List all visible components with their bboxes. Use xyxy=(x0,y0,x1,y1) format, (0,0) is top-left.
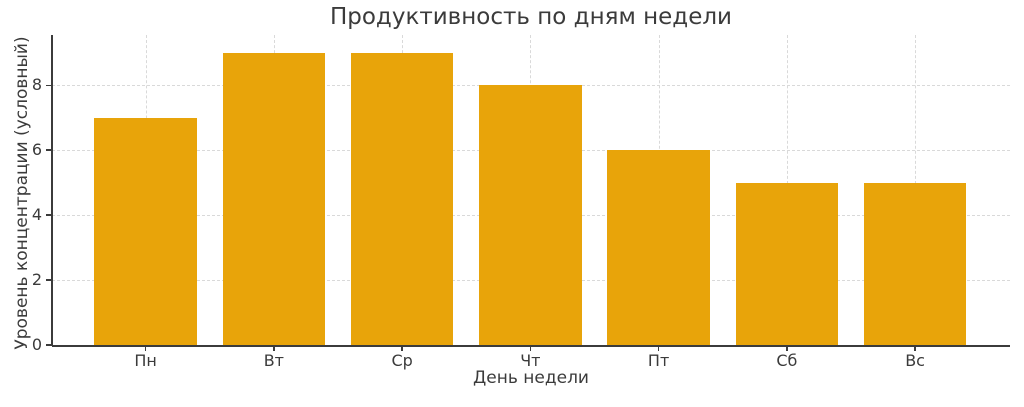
x-tick-mark-Вт xyxy=(273,346,275,351)
y-tick-mark-0 xyxy=(46,344,51,346)
y-tick-label-2: 2 xyxy=(31,270,42,290)
x-tick-mark-Пн xyxy=(144,346,147,351)
bar-Ср xyxy=(350,52,454,345)
x-axis-spine xyxy=(52,345,1010,347)
bar-Вт xyxy=(222,52,326,345)
x-tick-mark-Пт xyxy=(657,346,660,351)
y-tick-label-0: 0 xyxy=(31,335,42,354)
x-tick-label-Ср: Ср xyxy=(391,351,413,370)
y-tick-mark-6 xyxy=(46,149,51,151)
y-tick-label-4: 4 xyxy=(31,205,42,225)
x-tick-mark-Ср xyxy=(401,346,403,351)
x-tick-label-Вс: Вс xyxy=(905,351,925,370)
x-tick-label-Чт: Чт xyxy=(520,351,541,370)
y-tick-label-6: 6 xyxy=(31,140,42,160)
chart-title: Продуктивность по дням недели xyxy=(329,4,733,30)
x-tick-label-Сб: Сб xyxy=(776,351,798,370)
y-tick-mark-2 xyxy=(46,279,51,281)
x-tick-mark-Сб xyxy=(786,346,788,351)
x-tick-label-Пт: Пт xyxy=(647,351,670,370)
bar-Вс xyxy=(863,182,967,345)
x-tick-mark-Вс xyxy=(914,346,916,351)
x-tick-label-Вт: Вт xyxy=(263,351,284,370)
y-axis-spine xyxy=(51,35,53,346)
x-tick-label-Пн: Пн xyxy=(134,351,157,370)
y-tick-label-8: 8 xyxy=(31,75,42,95)
bar-Пт xyxy=(607,150,710,345)
x-axis-label: День недели xyxy=(473,368,589,388)
bar-Сб xyxy=(735,182,839,345)
x-tick-mark-Чт xyxy=(529,346,532,351)
y-axis-label: Уровень концентрации (условный) xyxy=(12,36,32,350)
bar-Пн xyxy=(94,117,197,345)
y-tick-mark-4 xyxy=(46,214,51,216)
bar-Чт xyxy=(479,85,582,345)
y-tick-mark-8 xyxy=(46,84,51,87)
